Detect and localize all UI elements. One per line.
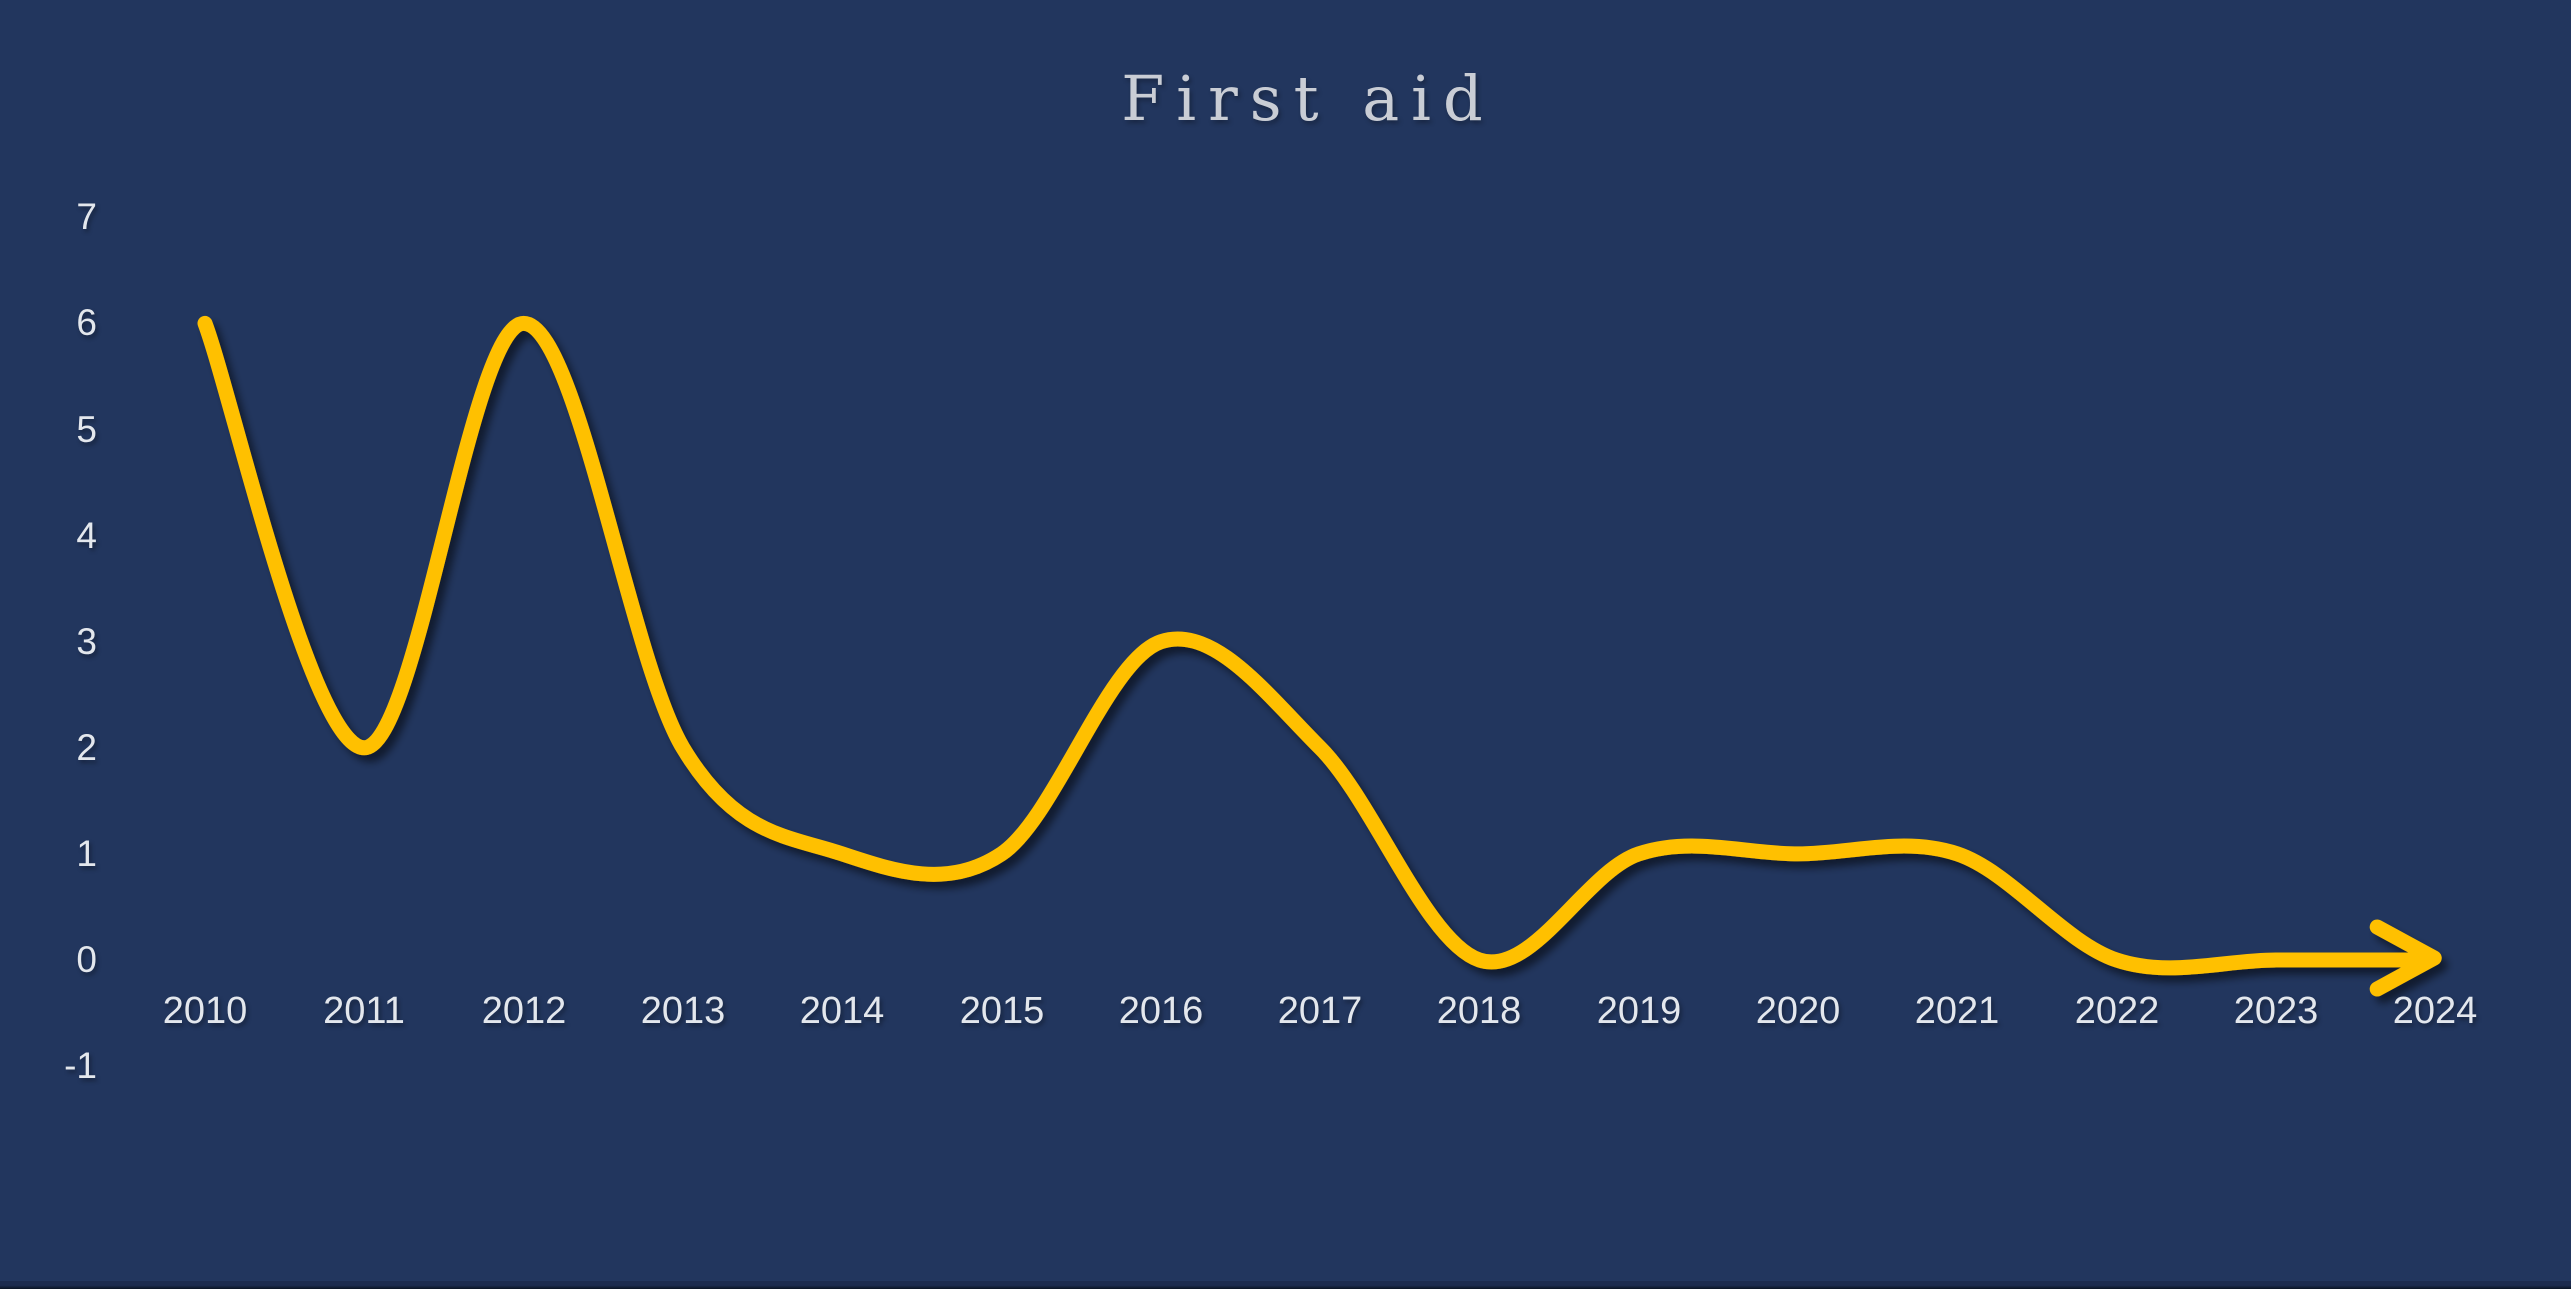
chart-title: First aid [1121,62,1495,135]
x-axis-tick-label: 2019 [1596,990,1682,1032]
x-axis-tick-label: 2018 [1436,990,1522,1032]
x-axis-tick-label: 2014 [799,990,885,1032]
x-axis-tick-label: 2013 [640,990,726,1032]
x-axis-tick-label: 2017 [1277,990,1363,1032]
x-axis-tick-label: 2015 [959,990,1045,1032]
x-axis-tick-label: 2021 [1914,990,2000,1032]
x-axis-tick-label: 2016 [1118,990,1204,1032]
series-line [197,315,2434,976]
bottom-edge-strip [0,1281,2571,1289]
x-axis-tick-label: 2010 [162,990,248,1032]
x-axis-tick-label: 2012 [481,990,567,1032]
x-axis-tick-label: 2011 [323,990,405,1032]
x-axis-tick-label: 2024 [2392,990,2478,1032]
x-axis-tick-label: 2022 [2074,990,2160,1032]
x-axis-tick-label: 2023 [2233,990,2319,1032]
x-axis-tick-label: 2020 [1755,990,1841,1032]
arrow-head-icon [2369,919,2442,997]
